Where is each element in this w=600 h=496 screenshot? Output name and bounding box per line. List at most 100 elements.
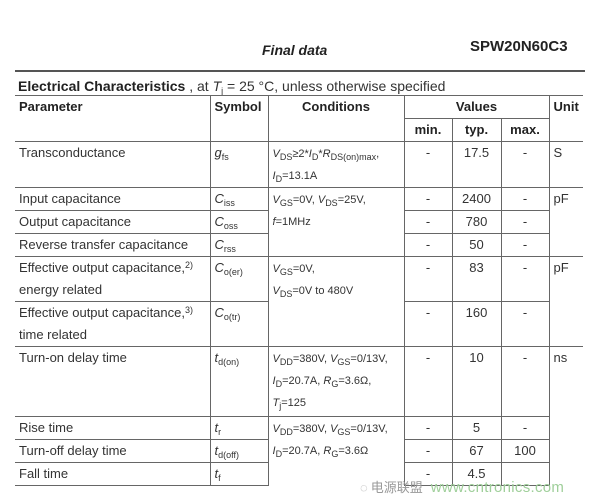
watermark-brand: 电源联盟: [370, 480, 423, 495]
unit-cell: ns: [548, 346, 583, 486]
max-value: -: [500, 346, 549, 417]
min-value: -: [403, 233, 452, 257]
condition-segment: ,: [376, 148, 380, 160]
condition-segment: I: [308, 148, 312, 160]
symbol-subscript: fs: [221, 152, 229, 162]
parameter-text: Rise time: [19, 420, 74, 435]
symbol-cell: gfs: [209, 141, 268, 188]
condition-segment: j: [279, 401, 282, 411]
parameter-cell: Turn-off delay time: [15, 439, 210, 463]
condition-segment: =0/13V,: [350, 423, 388, 435]
typ-value: 5: [451, 416, 501, 440]
symbol: C: [214, 305, 224, 320]
condition-segment: G: [331, 449, 339, 459]
max-value: -: [500, 301, 549, 347]
parameter-line: Effective output capacitance,2): [19, 258, 206, 280]
min-value: -: [403, 462, 452, 486]
table-caption: Electrical Characteristics , at Tj = 25 …: [18, 78, 446, 96]
parameter-cell: Fall time: [15, 462, 210, 486]
symbol-cell: Co(tr): [209, 301, 268, 347]
typ-value: 160: [451, 301, 501, 347]
parameter-text: time related: [19, 327, 87, 342]
symbol-subscript: d(on): [218, 357, 240, 367]
symbol-subscript: d(off): [218, 450, 239, 460]
parameter-line: time related: [19, 324, 206, 346]
condition-segment: =25V,: [337, 194, 366, 206]
condition-line: Tj=125: [273, 392, 400, 414]
condition-segment: D: [275, 379, 283, 389]
condition-segment: DS(on)max: [330, 152, 377, 162]
condition-segment: *: [318, 148, 323, 160]
parameter-text: Turn-on delay time: [19, 350, 127, 365]
typ-value: 83: [451, 256, 501, 302]
symbol: t: [214, 350, 219, 365]
condition-segment: V: [330, 423, 338, 435]
condition-segment: V: [317, 194, 326, 206]
parameter-text: Effective output capacitance,: [19, 305, 185, 320]
min-value: -: [403, 416, 452, 440]
max-value: -: [500, 416, 549, 440]
footnote-ref: 3): [184, 305, 193, 315]
condition-segment: I: [272, 170, 276, 182]
caption-post: = 25 °C, unless otherwise specified: [223, 78, 446, 94]
typ-value: 2400: [451, 187, 501, 211]
symbol-subscript: rss: [223, 244, 236, 254]
parameter-line: Turn-on delay time: [19, 348, 206, 370]
condition-line: VGS=0V,: [273, 258, 400, 280]
symbol: C: [214, 237, 224, 252]
conditions-cell: VDS≥2*ID*RDS(on)max, ID=13.1A: [267, 141, 404, 188]
symbol: C: [214, 191, 224, 206]
caption-temp-symbol: T: [212, 78, 222, 94]
parameter-cell: Reverse transfer capacitance: [15, 233, 210, 257]
min-value: -: [403, 187, 452, 211]
header-parameter: Parameter: [15, 95, 210, 142]
condition-segment: =380V,: [292, 423, 331, 435]
parameter-line: Transconductance: [19, 143, 206, 165]
symbol-cell: td(on): [209, 346, 268, 417]
typ-value: 50: [451, 233, 501, 257]
symbol-subscript: iss: [223, 198, 235, 208]
symbol: g: [214, 145, 222, 160]
parameter-line: Fall time: [19, 464, 206, 485]
unit-cell: S: [548, 141, 583, 188]
condition-segment: DS: [279, 152, 293, 162]
condition-segment: I: [272, 375, 276, 387]
condition-segment: f: [272, 216, 276, 228]
table-row: Fall time tf -4.5: [15, 462, 583, 486]
condition-segment: V: [272, 148, 280, 160]
table-row: Effective output capacitance,2) energy re…: [15, 256, 583, 347]
min-value: -: [403, 439, 452, 463]
condition-segment: DD: [279, 427, 293, 437]
symbol: C: [214, 214, 224, 229]
condition-segment: T: [272, 397, 280, 409]
condition-segment: GS: [337, 357, 351, 367]
condition-segment: V: [272, 353, 280, 365]
condition-line: VDS≥2*ID*RDS(on)max,: [273, 143, 400, 165]
table-row: Rise time tr VDD=380V, VGS=0/13V, ID=20.7A,…: [15, 416, 583, 486]
condition-segment: R: [323, 375, 332, 387]
top-rule: [15, 70, 585, 72]
symbol: t: [214, 420, 219, 435]
condition-line: VDS=0V to 480V: [273, 280, 400, 302]
typ-value: 780: [451, 210, 501, 234]
condition-segment: =0V to 480V: [292, 285, 354, 297]
symbol-subscript: o(er): [223, 267, 243, 277]
conditions-cell: VGS=0V, VDS=0V to 480V: [267, 256, 404, 347]
condition-segment: G: [331, 379, 339, 389]
header-min: min.: [403, 118, 452, 142]
table-row: Turn-on delay time td(on) VDD=380V, VGS=0/…: [15, 346, 583, 486]
typ-value: 10: [451, 346, 501, 417]
condition-line: ID=20.7A, RG=3.6Ω: [273, 440, 400, 462]
condition-segment: V: [272, 263, 280, 275]
parameter-line: Effective output capacitance,3): [19, 303, 206, 325]
symbol-cell: tf: [209, 462, 268, 486]
max-value: -: [500, 256, 549, 302]
max-value: 100: [500, 439, 549, 463]
condition-segment: =13.1A: [282, 170, 318, 182]
parameter-text: Turn-off delay time: [19, 443, 127, 458]
part-number: SPW20N60C3: [470, 38, 568, 55]
conditions-cell: VDD=380V, VGS=0/13V, ID=20.7A, RG=3.6Ω, Tj…: [267, 346, 404, 417]
symbol: C: [214, 260, 224, 275]
condition-line: ID=13.1A: [273, 165, 400, 187]
max-value: -: [500, 210, 549, 234]
